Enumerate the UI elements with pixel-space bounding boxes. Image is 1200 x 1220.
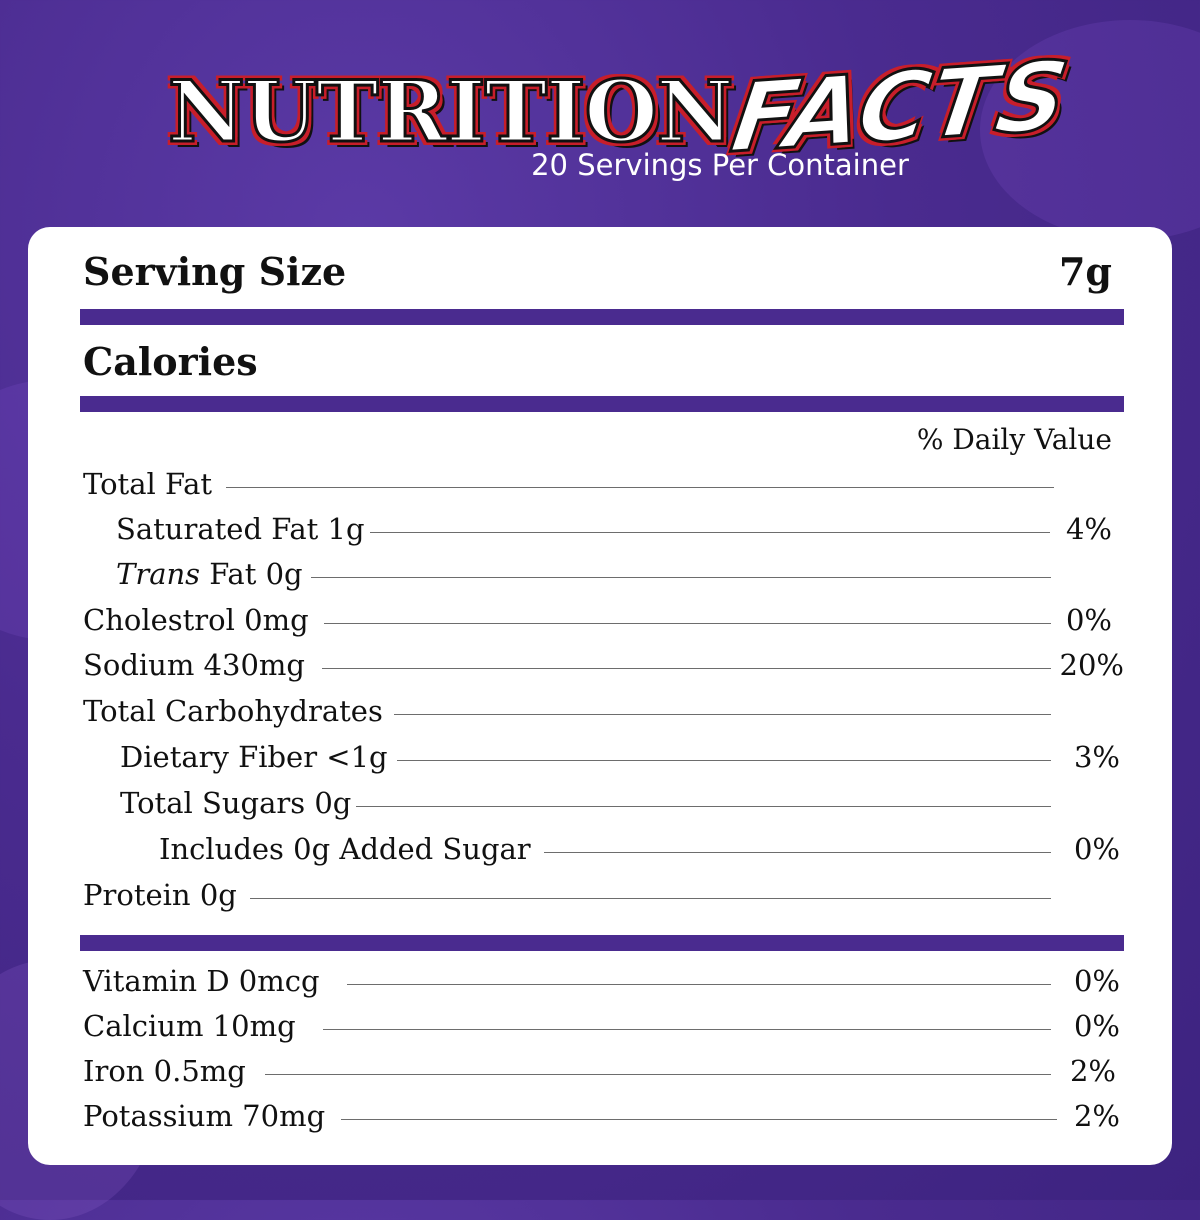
vitamin-row-vitamin-d: Vitamin D 0mcg 0% <box>28 964 1172 1004</box>
leader-line <box>347 984 1051 985</box>
nutrient-label: Total Carbohydrates <box>83 694 389 728</box>
vitamin-row-calcium: Calcium 10mg 0% <box>28 1009 1172 1049</box>
nutrient-label: Trans Fat 0g <box>116 557 309 591</box>
leader-line <box>311 577 1051 578</box>
vitamin-row-potassium: Potassium 70mg 2% <box>28 1099 1172 1139</box>
servings-text: 20 Servings Per Container <box>531 148 909 182</box>
nutrient-percent: 4% <box>1065 512 1112 546</box>
vitamin-percent: 0% <box>1073 964 1120 998</box>
leader-line <box>370 532 1050 533</box>
nutrient-label: Total Fat <box>83 467 219 501</box>
leader-line <box>341 1119 1057 1120</box>
trans-italic: Trans <box>116 557 201 591</box>
nutrient-row-trans-fat: Trans Fat 0g <box>28 557 1172 597</box>
nutrient-row-cholestrol: Cholestrol 0mg 0% <box>28 603 1172 643</box>
nutrient-label: Includes 0g Added Sugar <box>159 832 537 866</box>
servings-per-container: 20 Servings Per Container <box>0 148 1025 182</box>
leader-line <box>356 806 1051 807</box>
vitamin-percent: 2% <box>1073 1099 1120 1133</box>
vitamin-percent: 0% <box>1073 1009 1120 1043</box>
nutrient-row-protein: Protein 0g <box>28 878 1172 918</box>
serving-size-value: 7g <box>1058 249 1112 294</box>
divider-bar <box>80 396 1124 412</box>
leader-line <box>323 1029 1051 1030</box>
nutrient-percent: 3% <box>1073 740 1120 774</box>
nutrient-row-saturated-fat: Saturated Fat 1g 4% <box>28 512 1172 552</box>
vitamin-label: Iron 0.5mg <box>83 1054 252 1088</box>
nutrition-panel: Serving Size 7g Calories % Daily Value T… <box>28 227 1172 1165</box>
nutrient-percent: 0% <box>1065 603 1112 637</box>
nutrient-label: Saturated Fat 1g <box>116 512 371 546</box>
leader-line <box>394 714 1051 715</box>
leader-line <box>265 1074 1051 1075</box>
header: NUTRITION FACTS 20 Servings Per Containe… <box>0 38 1200 230</box>
nutrient-label: Dietary Fiber <1g <box>120 740 394 774</box>
calories-label: Calories <box>83 339 258 384</box>
leader-line <box>397 760 1051 761</box>
title-nutrition: NUTRITION <box>166 61 734 163</box>
nutrient-row-dietary-fiber: Dietary Fiber <1g 3% <box>28 740 1172 780</box>
nutrient-row-sodium: Sodium 430mg 20% <box>28 648 1172 688</box>
trans-rest: Fat 0g <box>200 557 303 591</box>
daily-value-header: % Daily Value <box>916 423 1112 456</box>
vitamin-label: Vitamin D 0mcg <box>83 964 326 998</box>
nutrient-label: Protein 0g <box>83 878 243 912</box>
serving-size-label: Serving Size <box>83 249 347 294</box>
vitamin-label: Calcium 10mg <box>83 1009 302 1043</box>
leader-line <box>324 623 1051 624</box>
divider-bar <box>80 309 1124 325</box>
leader-line <box>250 898 1051 899</box>
leader-line <box>544 852 1051 853</box>
nutrient-label: Total Sugars 0g <box>120 786 358 820</box>
vitamin-percent: 2% <box>1069 1054 1116 1088</box>
vitamin-label: Potassium 70mg <box>83 1099 332 1133</box>
nutrient-row-total-sugars: Total Sugars 0g <box>28 786 1172 826</box>
vitamin-row-iron: Iron 0.5mg 2% <box>28 1054 1172 1094</box>
divider-bar <box>80 935 1124 951</box>
nutrient-percent: 0% <box>1073 832 1120 866</box>
nutrient-percent: 20% <box>1059 648 1124 682</box>
nutrient-label: Cholestrol 0mg <box>83 603 315 637</box>
nutrient-label: Sodium 430mg <box>83 648 311 682</box>
nutrient-row-total-carbohydrates: Total Carbohydrates <box>28 694 1172 734</box>
nutrient-row-added-sugar: Includes 0g Added Sugar 0% <box>28 832 1172 872</box>
nutrient-row-total-fat: Total Fat <box>28 467 1172 507</box>
leader-line <box>322 668 1051 669</box>
leader-line <box>226 487 1054 488</box>
